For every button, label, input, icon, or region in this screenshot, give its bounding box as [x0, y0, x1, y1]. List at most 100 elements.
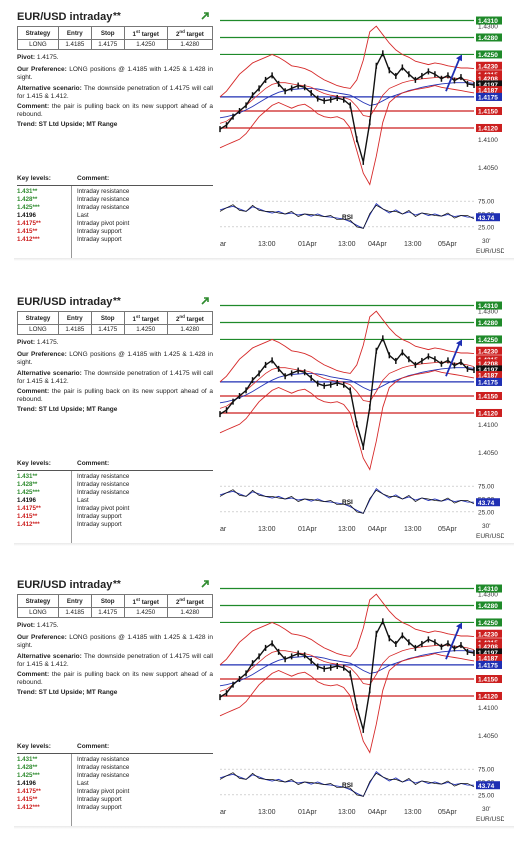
level-tag-box	[476, 16, 502, 25]
level-tag-label: 1.4150	[478, 394, 498, 401]
timeframe-label: 30'	[482, 806, 490, 813]
title-rating-stars: **	[113, 296, 121, 307]
lower-band-line	[219, 370, 475, 471]
x-tick-label: 13:00	[258, 241, 276, 248]
middle-band-line	[219, 76, 475, 124]
preference-label: Our Preference:	[17, 634, 67, 641]
key-levels-title: Key levels:	[17, 460, 51, 467]
price-chart-svg: 1.43001.42501.42001.41501.41001.40501.43…	[219, 584, 504, 823]
x-tick-label: 01Apr	[298, 526, 317, 533]
key-levels-header: Key levels: Comment:	[17, 460, 213, 471]
strategy-cell: 1.4185	[57, 39, 92, 51]
key-level-value: 1.412***	[17, 236, 40, 243]
price-tag-label: 1.4208	[478, 361, 498, 368]
strategy-header-cell: Stop	[90, 310, 125, 326]
strategy-cell: 1.4250	[123, 324, 168, 336]
key-level-value: 1.412***	[17, 804, 40, 811]
strategy-header-text: Entry	[66, 29, 83, 37]
comment-label: Comment:	[17, 388, 50, 395]
price-tag-label: 1.4187	[478, 88, 498, 95]
alternative-label: Alternative scenario:	[17, 85, 82, 92]
comment-line: Comment: the pair is pulling back on its…	[17, 388, 213, 404]
key-level-comment: Intraday resistance	[77, 772, 130, 779]
key-level-value: 1.425***	[17, 204, 40, 211]
key-level-value: 1.4196	[17, 212, 36, 219]
price-tag-box	[476, 346, 502, 355]
price-tag-box	[476, 80, 502, 89]
level-tag-box	[476, 691, 502, 700]
strategy-header-rest: target	[184, 31, 204, 39]
price-tag-box	[476, 86, 502, 95]
key-level-row: 1.4175** Intraday pivot point	[17, 220, 213, 228]
analysis-text-column: EUR/USD intraday ** Strategy Entry Stop 1st…	[14, 578, 214, 828]
preference-line: Our Preference: LONG positions @ 1.4185 …	[17, 634, 213, 650]
strategy-cell: 1.4175	[90, 607, 125, 619]
key-level-value: 1.4175**	[17, 220, 41, 227]
strategy-cell: 1.4185	[57, 607, 92, 619]
title-row: EUR/USD intraday **	[17, 295, 213, 311]
middle-band-line	[219, 361, 475, 409]
key-levels-header: Key levels: Comment:	[17, 175, 213, 186]
price-tag-label: 1.4197	[478, 650, 498, 657]
y-tick-label: 1.4100	[478, 705, 498, 712]
price-tag-label: 1.4208	[478, 644, 498, 651]
level-tag-label: 1.4250	[478, 337, 498, 344]
strategy-cell: 1.4280	[166, 39, 214, 51]
rsi-signal-line	[219, 489, 475, 514]
key-level-comment: Last	[77, 780, 89, 787]
strategy-table: Strategy Entry Stop 1st target 2nd target LO…	[17, 310, 214, 336]
strategy-table-row: LONG 1.4185 1.4175 1.4250 1.4280	[17, 324, 214, 336]
title-rating-stars: **	[113, 579, 121, 590]
strategy-header-text: Strategy	[25, 597, 51, 605]
price-tag-box	[476, 359, 502, 368]
key-level-row: 1.412*** Intraday support	[17, 804, 213, 812]
strategy-header-cell: Entry	[57, 593, 92, 609]
x-tick-label: 04Apr	[368, 809, 387, 816]
level-tag-label: 1.4310	[478, 586, 498, 593]
price-plot-area	[220, 301, 474, 465]
moving-average-line	[219, 650, 475, 687]
pair-label: EUR/USD	[476, 248, 504, 255]
strategy-cell: 1.4175	[90, 39, 125, 51]
price-tag-box	[476, 61, 502, 70]
rsi-label: RSI	[342, 499, 353, 506]
key-level-row: 1.4175** Intraday pivot point	[17, 505, 213, 513]
x-tick-label: 13:00	[258, 809, 276, 816]
key-level-value: 1.431**	[17, 756, 38, 763]
panel-shadow	[14, 258, 514, 261]
price-tag-box	[476, 654, 502, 663]
strategy-cell: 1.4280	[166, 324, 214, 336]
analysis-text-column: EUR/USD intraday ** Strategy Entry Stop 1st…	[14, 295, 214, 545]
x-tick-label: 13:00	[338, 809, 356, 816]
key-levels-divider	[71, 186, 72, 258]
strategy-header-suffix: nd	[179, 314, 185, 319]
rsi-plot-area	[220, 764, 474, 800]
up-right-arrow-icon	[201, 580, 209, 588]
key-level-row: 1.425*** Intraday resistance	[17, 489, 213, 497]
price-tag-label: 1.4230	[478, 631, 498, 638]
preference-label: Our Preference:	[17, 66, 67, 73]
key-level-value: 1.425***	[17, 772, 40, 779]
rsi-value-label: 43.74	[478, 500, 495, 507]
pivot-value: 1.4175.	[36, 54, 59, 61]
key-level-value: 1.415**	[17, 513, 38, 520]
alternative-label: Alternative scenario:	[17, 370, 82, 377]
key-level-comment: Intraday support	[77, 796, 122, 803]
key-level-row: 1.425*** Intraday resistance	[17, 204, 213, 212]
strategy-header-rest: target	[184, 599, 204, 607]
strategy-header-text: Strategy	[25, 29, 51, 37]
alternative-text: The downside penetration of 1.4175 will …	[17, 370, 213, 385]
key-level-value: 1.428**	[17, 764, 38, 771]
alternative-line: Alternative scenario: The downside penet…	[17, 653, 213, 669]
key-level-comment: Intraday pivot point	[77, 505, 130, 512]
strategy-header-text: Stop	[100, 314, 115, 322]
alternative-text: The downside penetration of 1.4175 will …	[17, 653, 213, 668]
price-line	[219, 51, 475, 163]
x-tick-label: 01Apr	[298, 809, 317, 816]
strategy-header-cell: 1st target	[123, 593, 168, 609]
analysis-panel: EUR/USD intraday ** Strategy Entry Stop 1st…	[14, 578, 514, 829]
price-tag-label: 1.4208	[478, 76, 498, 83]
strategy-cell: LONG	[17, 324, 59, 336]
x-tick-label: 05Apr	[438, 526, 457, 533]
price-tag-box	[476, 377, 502, 386]
